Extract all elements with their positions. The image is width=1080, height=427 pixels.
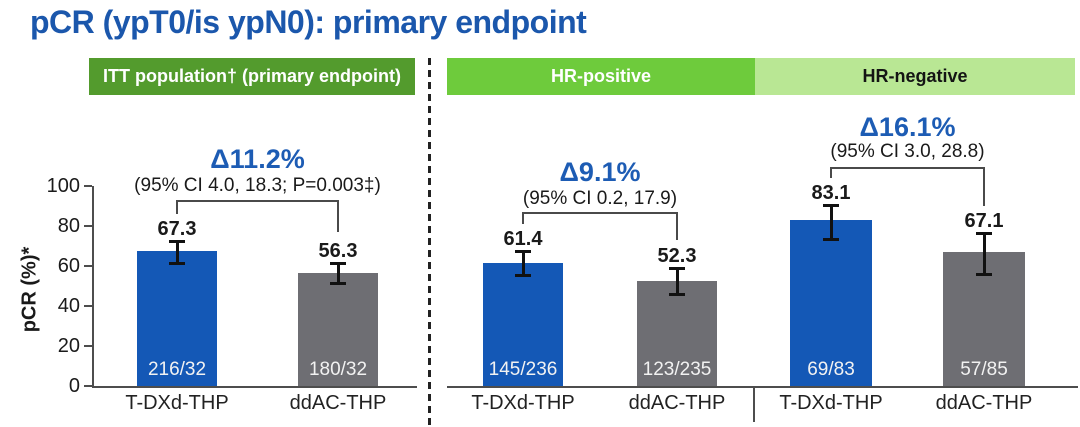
y-axis-line — [92, 186, 94, 387]
error-bar-line — [175, 241, 179, 264]
x-category-label: ddAC-THP — [935, 392, 1033, 414]
bracket-right-drop — [337, 200, 339, 232]
bar-value-label: 67.1 — [964, 210, 1004, 233]
bracket-right-drop — [676, 212, 678, 240]
y-tick-mark — [84, 305, 92, 307]
dashed-divider — [428, 58, 431, 427]
bracket-left-drop — [176, 200, 178, 214]
header-band-itt-label: ITT population† (primary endpoint) — [103, 66, 401, 86]
header-band-itt: ITT population† (primary endpoint) — [89, 58, 415, 95]
bar-value-label: 52.3 — [657, 245, 697, 268]
error-bar-cap-bottom — [330, 282, 346, 286]
error-bar-line — [521, 250, 525, 277]
delta-label: Δ16.1% — [859, 112, 956, 142]
x-category-label: T-DXd-THP — [125, 392, 229, 414]
error-bar-cap-top — [823, 203, 839, 207]
bar-t-dxd-thp — [137, 251, 217, 386]
bracket-horizontal — [177, 200, 338, 202]
y-tick-mark — [84, 345, 92, 347]
bar-n-label: 57/85 — [960, 359, 1008, 380]
y-tick-mark — [84, 385, 92, 387]
bar-n-label: 123/235 — [642, 359, 712, 380]
bar-ddac-thp — [637, 281, 717, 386]
bar-t-dxd-thp — [483, 263, 563, 386]
error-bar-cap-bottom — [976, 272, 992, 276]
x-axis-itt — [92, 386, 417, 388]
bracket-right-drop — [983, 167, 985, 206]
y-tick-label: 100 — [46, 175, 80, 197]
y-tick-mark — [84, 225, 92, 227]
y-tick-label: 60 — [57, 255, 80, 277]
hr-group-divider-tick — [753, 386, 755, 422]
error-bar-cap-top — [976, 232, 992, 236]
bar-value-label: 56.3 — [318, 239, 358, 262]
x-category-label: T-DXd-THP — [471, 392, 575, 414]
ci-label: (95% CI 0.2, 17.9) — [522, 188, 678, 209]
ci-label: (95% CI 4.0, 18.3; P=0.003‡) — [134, 175, 381, 196]
bar-value-label: 61.4 — [503, 227, 543, 250]
error-bar-cap-bottom — [823, 237, 839, 241]
bar-value-label: 67.3 — [157, 218, 197, 241]
error-bar-line — [336, 262, 340, 285]
x-category-label: ddAC-THP — [628, 392, 726, 414]
bracket-left-drop — [830, 167, 832, 178]
y-tick-mark — [84, 185, 92, 187]
y-tick-label: 40 — [57, 295, 80, 317]
error-bar-cap-top — [669, 267, 685, 271]
delta-label: Δ11.2% — [210, 144, 305, 174]
bar-n-label: 180/32 — [308, 359, 368, 380]
error-bar-line — [982, 233, 986, 275]
bracket-horizontal — [523, 212, 677, 214]
header-band-hr-positive-label: HR-positive — [550, 66, 651, 86]
error-bar-cap-bottom — [515, 274, 531, 278]
delta-label: Δ9.1% — [559, 157, 641, 187]
bar-n-label: 69/83 — [807, 359, 855, 380]
bracket-left-drop — [522, 212, 524, 224]
error-bar-cap-top — [330, 261, 346, 265]
header-band-hr-negative-label: HR-negative — [862, 66, 968, 86]
x-category-label: ddAC-THP — [289, 392, 387, 414]
ci-label: (95% CI 3.0, 28.8) — [830, 141, 985, 162]
bracket-horizontal — [831, 167, 984, 169]
bar-n-label: 145/236 — [488, 359, 558, 380]
y-tick-label: 80 — [57, 215, 80, 237]
error-bar-cap-bottom — [669, 292, 685, 296]
header-band-hr-negative: HR-negative — [755, 58, 1075, 95]
error-bar-line — [829, 204, 833, 240]
bar-n-label: 216/32 — [147, 359, 207, 380]
error-bar-cap-top — [169, 240, 185, 244]
bar-t-dxd-thp — [790, 219, 872, 386]
error-bar-line — [675, 268, 679, 295]
y-tick-label: 20 — [57, 335, 80, 357]
header-band-hr-positive: HR-positive — [447, 58, 755, 95]
y-axis-title: pCR (%)* — [18, 246, 41, 333]
bar-ddac-thp — [298, 273, 378, 386]
error-bar-cap-bottom — [169, 261, 185, 265]
y-tick-label: 0 — [68, 375, 80, 397]
x-axis-hr-groups — [447, 386, 1078, 388]
y-tick-mark — [84, 265, 92, 267]
page-title: pCR (ypT0/is ypN0): primary endpoint — [30, 4, 587, 40]
x-category-label: T-DXd-THP — [779, 392, 883, 414]
bar-value-label: 83.1 — [811, 181, 851, 204]
error-bar-cap-top — [515, 249, 531, 253]
